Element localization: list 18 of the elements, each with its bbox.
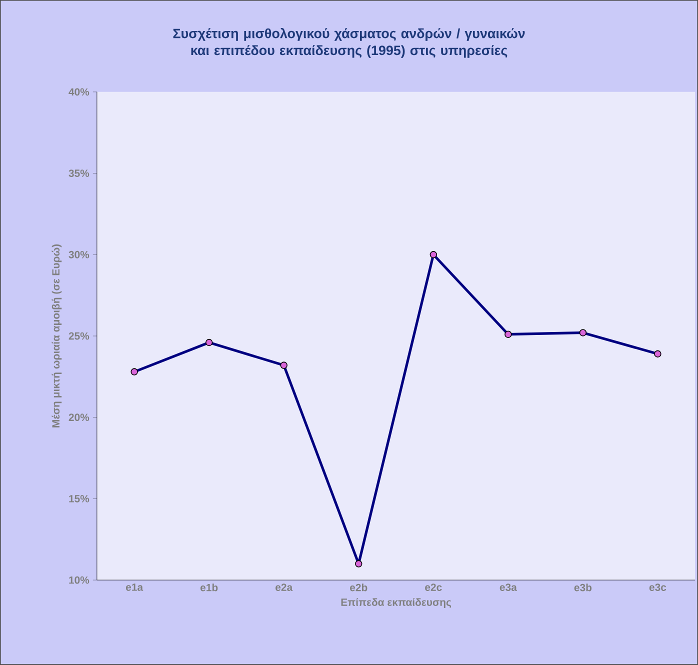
x-tick-label: e3a <box>500 584 517 592</box>
x-tick-label: e2c <box>425 584 442 591</box>
y-tick-label: 25% <box>68 332 90 340</box>
y-axis-title: Μέση μικτή ωριαία αμοιβή (σε Ευρώ) <box>52 244 62 428</box>
x-axis-title: Επίπεδα εκπαίδευσης <box>341 598 452 608</box>
y-tick-label: 30% <box>68 250 90 258</box>
y-tick-label: 15% <box>69 495 90 502</box>
y-tick-label: 35% <box>68 170 90 177</box>
y-tick-label: 40% <box>68 88 90 96</box>
x-tick-label: e3b <box>574 584 592 592</box>
x-tick-label: e1a <box>126 584 144 591</box>
x-tick-label: e3c <box>649 584 666 592</box>
y-tick-label: 10% <box>69 576 90 584</box>
x-tick-label: e2a <box>276 584 293 591</box>
y-tick-label: 20% <box>68 414 90 422</box>
chart-title: Συσχέτιση μισθολογικού χάσματος ανδρών / γυναικών και επιπέδου εκπαίδευσης (1995) στις υπηρεσίες <box>173 28 525 58</box>
x-tick-label: e2b <box>350 584 368 592</box>
x-tick-label: e1b <box>200 584 218 592</box>
